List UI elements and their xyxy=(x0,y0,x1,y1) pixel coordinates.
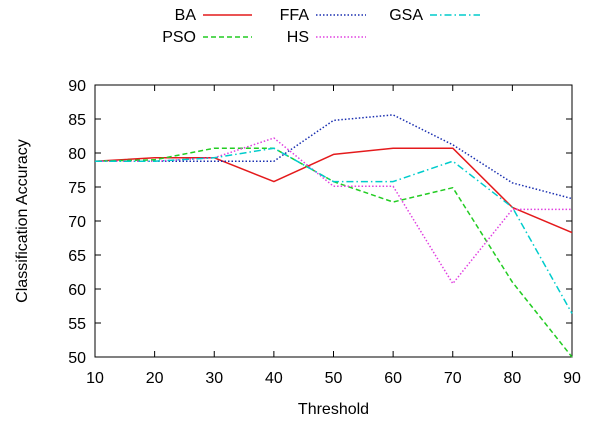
series-line-gsa xyxy=(95,147,573,314)
legend-label-ffa: FFA xyxy=(280,7,310,24)
y-tick-label: 80 xyxy=(68,146,86,163)
x-tick-label: 80 xyxy=(503,370,521,387)
x-tick-label: 40 xyxy=(265,370,283,387)
axis-ticks: 10 20 30 40 50 60 70 80 90 50 55 60 65 70 75 80 85 90 xyxy=(68,78,581,387)
x-tick-label: 20 xyxy=(146,370,164,387)
y-tick-label: 75 xyxy=(68,180,86,197)
y-axis-label: Classification Accuracy xyxy=(14,139,31,303)
series-line-hs xyxy=(95,137,572,285)
x-tick-label: 60 xyxy=(384,370,402,387)
y-tick-label: 65 xyxy=(68,248,86,265)
y-tick-label: 50 xyxy=(68,350,86,367)
x-tick-label: 50 xyxy=(325,370,343,387)
x-tick-label: 90 xyxy=(563,370,581,387)
legend-label-gsa: GSA xyxy=(389,7,423,24)
legend-label-hs: HS xyxy=(287,29,309,46)
legend-label-pso: PSO xyxy=(162,29,196,46)
series-group xyxy=(94,114,573,358)
x-tick-label: 10 xyxy=(86,370,104,387)
x-tick-label: 70 xyxy=(444,370,462,387)
y-tick-label: 70 xyxy=(68,214,86,231)
y-tick-label: 60 xyxy=(68,282,86,299)
y-tick-label: 85 xyxy=(68,112,86,129)
y-tick-label: 90 xyxy=(68,78,86,95)
x-tick-label: 30 xyxy=(205,370,223,387)
series-line-ffa xyxy=(95,114,573,200)
series-line-ba xyxy=(94,147,573,234)
legend: BA PSO FFA HS GSA xyxy=(162,7,480,46)
x-axis-label: Threshold xyxy=(298,401,369,418)
plot-frame xyxy=(94,84,573,358)
legend-label-ba: BA xyxy=(175,7,197,24)
series-line-pso xyxy=(94,147,573,358)
y-tick-label: 55 xyxy=(68,316,86,333)
